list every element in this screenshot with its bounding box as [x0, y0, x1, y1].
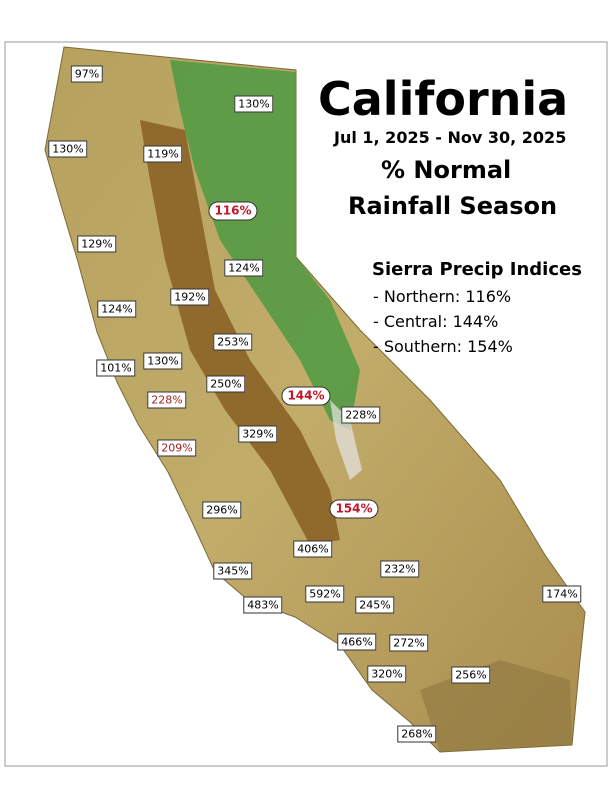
- station-label: 144%: [281, 386, 331, 406]
- station-label: 116%: [208, 201, 258, 221]
- station-label: 228%: [341, 406, 381, 424]
- station-label: 101%: [96, 359, 136, 377]
- station-label: 124%: [97, 300, 137, 318]
- station-label: 296%: [202, 501, 242, 519]
- station-label: 268%: [397, 725, 437, 743]
- station-label: 97%: [70, 65, 104, 83]
- station-label: 129%: [77, 235, 117, 253]
- central-valley: [140, 120, 340, 545]
- station-label: 130%: [234, 95, 274, 113]
- subtitle: Rainfall Season: [348, 192, 558, 220]
- station-label: 406%: [293, 540, 333, 558]
- index-item: - Northern: 116%: [373, 287, 512, 306]
- title: California: [318, 72, 569, 126]
- sierra-snow: [330, 400, 362, 480]
- date-range: Jul 1, 2025 - Nov 30, 2025: [334, 128, 567, 147]
- station-label: 250%: [206, 375, 246, 393]
- station-label: 174%: [542, 585, 582, 603]
- station-label: 345%: [213, 562, 253, 580]
- station-label: 154%: [329, 499, 379, 519]
- station-label: 228%: [147, 391, 187, 409]
- station-label: 272%: [389, 634, 429, 652]
- station-label: 130%: [48, 140, 88, 158]
- indices-title: Sierra Precip Indices: [372, 259, 582, 280]
- station-label: 592%: [305, 585, 345, 603]
- station-label: 483%: [243, 596, 283, 614]
- station-label: 320%: [367, 665, 407, 683]
- station-label: 329%: [238, 425, 278, 443]
- station-label: 130%: [143, 352, 183, 370]
- mountains: [170, 60, 360, 430]
- station-label: 232%: [380, 560, 420, 578]
- index-item: - Central: 144%: [373, 312, 499, 331]
- station-label: 209%: [157, 439, 197, 457]
- index-item: - Southern: 154%: [373, 337, 513, 356]
- station-label: 124%: [224, 259, 264, 277]
- station-label: 119%: [143, 145, 183, 163]
- station-label: 192%: [170, 288, 210, 306]
- subtitle: % Normal: [381, 156, 512, 184]
- station-label: 253%: [213, 333, 253, 351]
- station-label: 245%: [355, 596, 395, 614]
- station-label: 256%: [451, 666, 491, 684]
- station-label: 466%: [337, 633, 377, 651]
- frame: [4, 41, 608, 767]
